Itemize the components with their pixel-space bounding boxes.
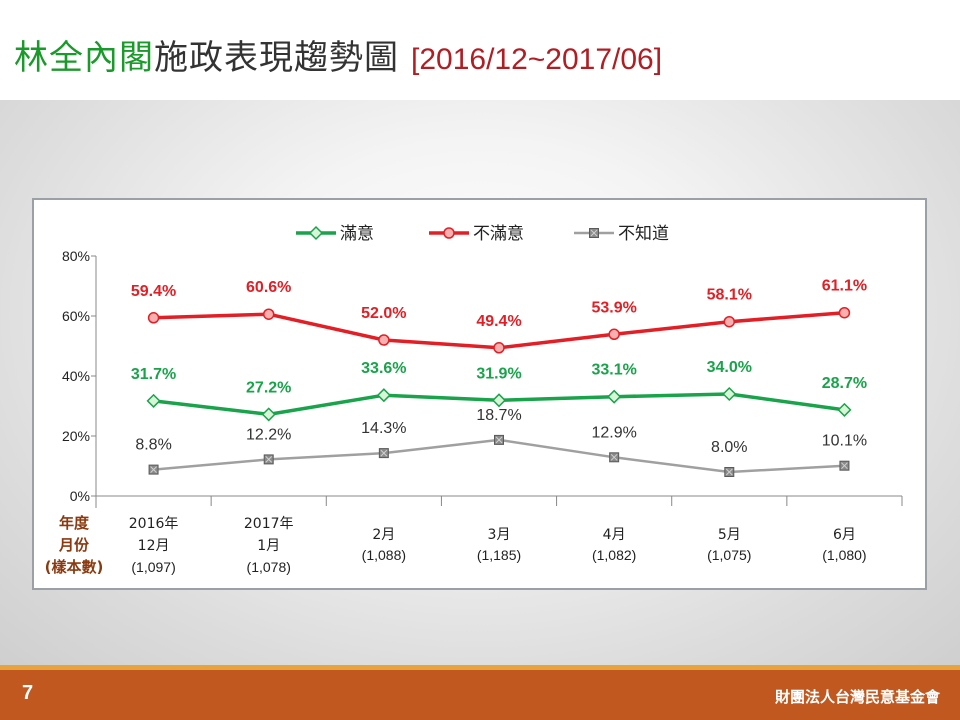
category-month-3: 2月 <box>372 527 395 543</box>
y-tick-label: 0% <box>70 488 90 504</box>
data-point-s1-p3 <box>376 388 391 403</box>
y-tick-label: 60% <box>62 308 90 324</box>
category-month-5: 4月 <box>603 527 626 543</box>
category-month-7: 6月 <box>833 527 856 543</box>
data-label-s2-p1: 59.4% <box>131 283 176 300</box>
data-label-s2-p6: 58.1% <box>707 287 752 304</box>
data-label-s1-p6: 34.0% <box>707 359 752 376</box>
data-point-s1-p5 <box>607 389 622 404</box>
data-point-s2-p2 <box>262 308 275 320</box>
category-sample-6: (1,075) <box>707 547 751 563</box>
category-year-1: 2016年 <box>129 516 179 532</box>
data-label-s2-p2: 60.6% <box>246 279 291 296</box>
y-tick-label: 80% <box>62 248 90 264</box>
legend-label-1: 滿意 <box>340 224 374 244</box>
data-point-s2-p4 <box>493 342 505 354</box>
data-label-s2-p7: 61.1% <box>822 278 867 295</box>
y-tick-label: 20% <box>62 428 90 444</box>
data-point-s2-p7 <box>838 306 851 319</box>
category-sample-5: (1,082) <box>592 547 636 563</box>
data-label-s3-p6: 8.0% <box>711 439 747 456</box>
title-subject: 施政表現趨勢圖 <box>154 38 399 78</box>
category-row-label-1: 年度 <box>59 514 90 532</box>
data-label-s3-p1: 8.8% <box>135 437 171 454</box>
organization-name: 財團法人台灣民意基金會 <box>774 688 940 706</box>
data-label-s1-p5: 33.1% <box>591 362 636 379</box>
category-month-4: 3月 <box>488 527 511 543</box>
footer-accent-line <box>0 665 960 670</box>
data-label-s2-p3: 52.0% <box>361 305 406 322</box>
data-point-s1-p1 <box>146 393 161 408</box>
page-title: 林全內閣施政表現趨勢圖 [2016/12~2017/06] <box>14 30 662 79</box>
category-row-label-2: 月份 <box>58 536 90 554</box>
data-point-s3-p1-cross <box>150 466 157 473</box>
data-point-s2-p1 <box>147 312 160 324</box>
data-label-s1-p4: 31.9% <box>476 365 521 382</box>
data-label-s3-p7: 10.1% <box>822 433 867 450</box>
legend-marker-3-cross <box>590 229 598 237</box>
footer-bar: 7 財團法人台灣民意基金會 <box>0 670 960 720</box>
data-point-s3-p4-cross <box>495 436 503 444</box>
data-label-s1-p3: 33.6% <box>361 360 406 377</box>
data-point-s3-p6-cross <box>725 468 733 476</box>
category-sample-7: (1,080) <box>822 547 866 563</box>
page-number: 7 <box>22 682 34 704</box>
data-point-s2-p3 <box>378 334 390 346</box>
legend-label-3: 不知道 <box>618 224 669 244</box>
data-point-s3-p2-cross <box>265 456 273 463</box>
data-point-s3-p7-cross <box>841 462 848 470</box>
category-month-6: 5月 <box>718 527 741 543</box>
data-point-s1-p4 <box>491 393 507 408</box>
data-point-s1-p6 <box>722 386 737 402</box>
title-cabinet: 林全內閣 <box>14 38 154 78</box>
data-point-s3-p5-cross <box>610 453 618 461</box>
chart-frame: 0% 20% 40% 60% 80% 31.7% 27.2% 33.6% 31.9% 33.1% 3… <box>32 198 927 590</box>
legend-label-2: 不滿意 <box>473 224 524 244</box>
category-year-2: 2017年 <box>244 516 294 532</box>
category-sample-4: (1,185) <box>477 547 521 563</box>
data-label-s3-p2: 12.2% <box>246 426 291 443</box>
category-sample-1: (1,097) <box>131 559 175 575</box>
category-month-1: 12月 <box>138 538 170 554</box>
y-tick-label: 40% <box>62 368 90 384</box>
category-sample-2: (1,078) <box>247 559 291 575</box>
legend-marker-1 <box>308 225 324 241</box>
data-label-s2-p4: 49.4% <box>476 313 521 330</box>
data-point-s1-p2 <box>261 407 276 422</box>
data-label-s3-p3: 14.3% <box>361 420 406 437</box>
data-point-s1-p7 <box>837 402 852 417</box>
data-label-s3-p4: 18.7% <box>476 407 521 424</box>
data-label-s1-p2: 27.2% <box>246 379 291 396</box>
data-point-s2-p6 <box>723 315 736 328</box>
title-date-range: [2016/12~2017/06] <box>411 43 663 76</box>
data-point-s2-p5 <box>608 328 620 341</box>
data-point-s3-p3-cross <box>380 449 388 457</box>
trend-chart: 0% 20% 40% 60% 80% 31.7% 27.2% 33.6% 31.9% 33.1% 3… <box>45 224 903 576</box>
data-label-s1-p1: 31.7% <box>131 366 176 383</box>
data-label-s1-p7: 28.7% <box>822 375 867 392</box>
data-label-s2-p5: 53.9% <box>591 299 636 316</box>
category-sample-3: (1,088) <box>362 547 406 563</box>
category-row-label-3: (樣本數) <box>45 558 104 576</box>
category-month-2: 1月 <box>257 538 280 554</box>
data-label-s3-p5: 12.9% <box>591 424 636 441</box>
legend-marker-2 <box>443 227 455 239</box>
